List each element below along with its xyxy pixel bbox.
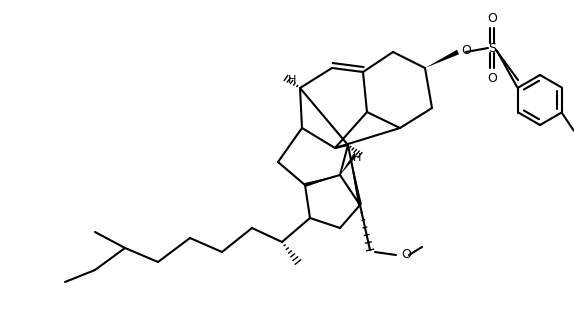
Text: O: O xyxy=(487,12,497,24)
Text: H: H xyxy=(353,153,362,163)
Text: O: O xyxy=(401,248,411,262)
Text: H: H xyxy=(288,75,296,85)
Text: O: O xyxy=(487,72,497,84)
Text: O: O xyxy=(461,44,471,56)
Polygon shape xyxy=(304,175,340,187)
Polygon shape xyxy=(348,145,362,205)
Polygon shape xyxy=(340,154,356,175)
Polygon shape xyxy=(425,50,459,68)
Text: S: S xyxy=(488,41,496,55)
